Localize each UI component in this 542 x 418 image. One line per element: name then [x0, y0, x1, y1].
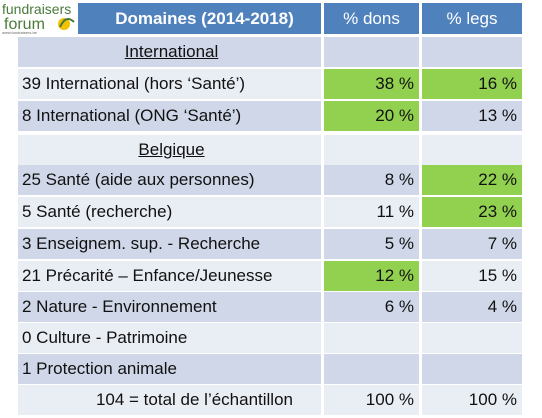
- legs-value: [422, 135, 522, 165]
- dons-value: 20 %: [324, 101, 419, 131]
- dons-value: [324, 323, 419, 353]
- dons-value: [324, 135, 419, 165]
- table-row: 8 International (ONG ‘Santé’) 20 % 13 %: [0, 101, 542, 131]
- domain-label-cell: International: [18, 37, 321, 67]
- domain-label: 39 International (hors ‘Santé’): [22, 74, 246, 93]
- table-row: 0 Culture - Patrimoine: [0, 323, 542, 353]
- domain-label: 0 Culture - Patrimoine: [22, 328, 188, 347]
- domain-label: 5 Santé (recherche): [22, 202, 173, 221]
- dons-value: 8 %: [324, 165, 419, 195]
- domain-label-cell: 104 = total de l’échantillon: [18, 385, 321, 415]
- table-header-row: Domaines (2014-2018) % dons % legs: [0, 3, 542, 34]
- domain-label: 8 International (ONG ‘Santé’): [22, 106, 242, 125]
- domain-label: Belgique: [138, 140, 205, 159]
- dons-value: 38 %: [324, 69, 419, 99]
- domain-label: 21 Précarité – Enfance/Jeunesse: [22, 266, 273, 285]
- dons-value: [324, 354, 419, 384]
- legs-value: 100 %: [422, 385, 522, 415]
- fundraisers-forum-logo: fundraisers forum www.fundraisers.be: [0, 0, 78, 36]
- legs-value: 13 %: [422, 101, 522, 131]
- section-row: Belgique: [0, 135, 542, 165]
- header-dons: % dons: [324, 3, 419, 34]
- logo-icon: fundraisers forum: [2, 1, 75, 33]
- domain-label-cell: 3 Enseignem. sup. - Recherche: [18, 229, 321, 259]
- legs-value: [422, 37, 522, 67]
- table-row: 39 International (hors ‘Santé’) 38 % 16 %: [0, 69, 542, 99]
- dons-value: 12 %: [324, 261, 419, 291]
- table-row: 25 Santé (aide aux personnes) 8 % 22 %: [0, 165, 542, 195]
- legs-value: 7 %: [422, 229, 522, 259]
- dons-value: 11 %: [324, 197, 419, 227]
- section-row: International: [0, 37, 542, 67]
- legs-value: 15 %: [422, 261, 522, 291]
- domain-label: 3 Enseignem. sup. - Recherche: [22, 234, 261, 253]
- domain-label: 104 = total de l’échantillon: [95, 390, 293, 409]
- table-row: 3 Enseignem. sup. - Recherche 5 % 7 %: [0, 229, 542, 259]
- total-row: 104 = total de l’échantillon 100 % 100 %: [0, 385, 542, 415]
- legs-value: 16 %: [422, 69, 522, 99]
- domain-label: International: [124, 42, 219, 61]
- legs-value: 4 %: [422, 292, 522, 322]
- domain-label-cell: 8 International (ONG ‘Santé’): [18, 101, 321, 131]
- dons-value: 5 %: [324, 229, 419, 259]
- table-row: 2 Nature - Environnement 6 % 4 %: [0, 292, 542, 322]
- domain-label-cell: 5 Santé (recherche): [18, 197, 321, 227]
- domain-label: 25 Santé (aide aux personnes): [22, 170, 255, 189]
- legs-value: [422, 323, 522, 353]
- dons-value: 100 %: [324, 385, 419, 415]
- domain-label-cell: 0 Culture - Patrimoine: [18, 323, 321, 353]
- svg-text:forum: forum: [4, 16, 45, 33]
- domain-label: 2 Nature - Environnement: [22, 297, 217, 316]
- domain-label-cell: 25 Santé (aide aux personnes): [18, 165, 321, 195]
- domain-label-cell: 2 Nature - Environnement: [18, 292, 321, 322]
- dons-value: 6 %: [324, 292, 419, 322]
- domain-label-cell: Belgique: [18, 135, 321, 165]
- legs-value: 22 %: [422, 165, 522, 195]
- legs-value: 23 %: [422, 197, 522, 227]
- table-row: 5 Santé (recherche) 11 % 23 %: [0, 197, 542, 227]
- legs-value: [422, 354, 522, 384]
- domain-label-cell: 39 International (hors ‘Santé’): [18, 69, 321, 99]
- domain-label-cell: 1 Protection animale: [18, 354, 321, 384]
- table-row: 21 Précarité – Enfance/Jeunesse 12 % 15 %: [0, 261, 542, 291]
- logo-url: www.fundraisers.be: [2, 30, 37, 35]
- domain-label-cell: 21 Précarité – Enfance/Jeunesse: [18, 261, 321, 291]
- header-legs: % legs: [422, 3, 522, 34]
- table-row: 1 Protection animale: [0, 354, 542, 384]
- domain-label: 1 Protection animale: [22, 359, 177, 378]
- dons-value: [324, 37, 419, 67]
- svg-text:fundraisers: fundraisers: [2, 1, 71, 17]
